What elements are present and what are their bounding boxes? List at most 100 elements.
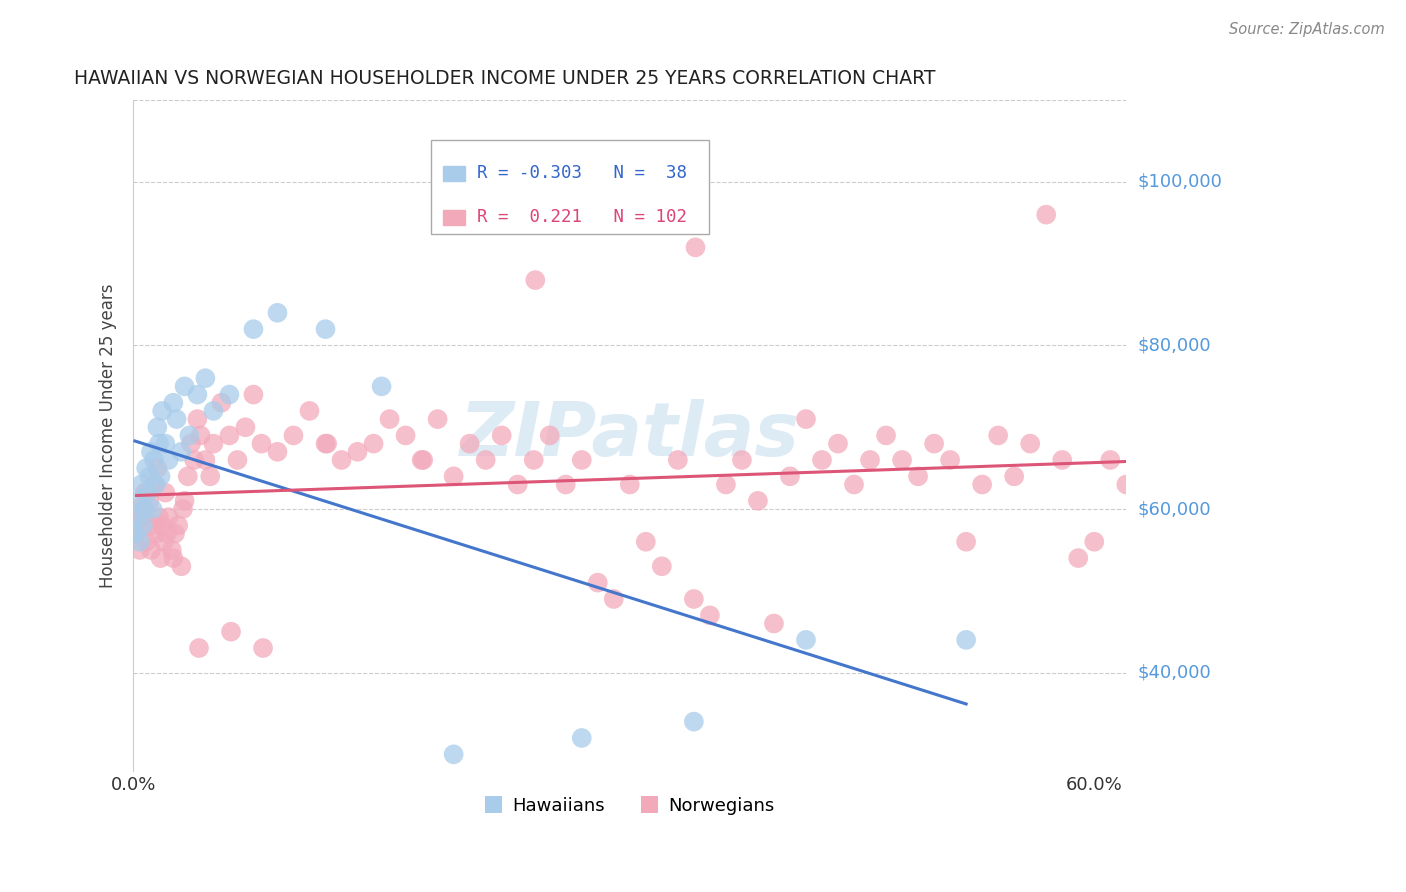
Point bbox=[330, 453, 353, 467]
Point bbox=[685, 240, 707, 254]
Point bbox=[179, 428, 201, 442]
Point bbox=[170, 444, 193, 458]
Point bbox=[266, 306, 288, 320]
Point bbox=[172, 502, 194, 516]
Point bbox=[939, 453, 962, 467]
Text: $80,000: $80,000 bbox=[1137, 336, 1211, 354]
Point bbox=[972, 477, 994, 491]
Point bbox=[148, 510, 170, 524]
Point bbox=[315, 436, 337, 450]
Point bbox=[183, 453, 205, 467]
Point bbox=[162, 551, 184, 566]
Point bbox=[141, 502, 163, 516]
Point bbox=[571, 453, 593, 467]
Point bbox=[188, 641, 211, 656]
Point bbox=[139, 542, 162, 557]
Point bbox=[152, 534, 174, 549]
Point bbox=[394, 428, 416, 442]
Point bbox=[157, 453, 180, 467]
Point bbox=[1083, 534, 1105, 549]
Point bbox=[458, 436, 481, 450]
Point bbox=[987, 428, 1010, 442]
Point bbox=[235, 420, 257, 434]
Point bbox=[155, 485, 177, 500]
Point bbox=[363, 436, 385, 450]
Point bbox=[177, 469, 200, 483]
Point bbox=[194, 371, 217, 385]
Point bbox=[411, 453, 433, 467]
Point bbox=[827, 436, 849, 450]
Point bbox=[242, 322, 264, 336]
Text: ZIPatlas: ZIPatlas bbox=[460, 399, 800, 472]
Point bbox=[891, 453, 914, 467]
Point bbox=[218, 387, 240, 401]
Legend: Hawaiians, Norwegians: Hawaiians, Norwegians bbox=[478, 789, 782, 822]
Point bbox=[226, 453, 249, 467]
Point bbox=[218, 428, 240, 442]
Point bbox=[146, 420, 169, 434]
Point bbox=[538, 428, 561, 442]
Point bbox=[922, 436, 945, 450]
Point bbox=[252, 641, 274, 656]
Point bbox=[219, 624, 242, 639]
Point bbox=[443, 747, 465, 762]
Point bbox=[170, 559, 193, 574]
Point bbox=[135, 534, 157, 549]
Point bbox=[603, 591, 626, 606]
Point bbox=[554, 477, 576, 491]
Point bbox=[127, 493, 149, 508]
Point bbox=[1002, 469, 1025, 483]
Point bbox=[506, 477, 529, 491]
Point bbox=[139, 444, 162, 458]
Point bbox=[714, 477, 737, 491]
Point bbox=[157, 510, 180, 524]
Point bbox=[148, 436, 170, 450]
Point bbox=[875, 428, 897, 442]
Point bbox=[136, 485, 159, 500]
Point bbox=[131, 477, 153, 491]
Text: $100,000: $100,000 bbox=[1137, 173, 1222, 191]
Point bbox=[128, 534, 150, 549]
Point bbox=[586, 575, 609, 590]
Point bbox=[134, 502, 156, 516]
Point bbox=[955, 632, 977, 647]
Point bbox=[138, 469, 160, 483]
Point bbox=[907, 469, 929, 483]
Point bbox=[1035, 208, 1057, 222]
Point bbox=[134, 485, 156, 500]
Point bbox=[731, 453, 754, 467]
Point bbox=[1099, 453, 1122, 467]
Point bbox=[125, 510, 148, 524]
FancyBboxPatch shape bbox=[432, 140, 709, 235]
Point bbox=[426, 412, 449, 426]
Point bbox=[124, 526, 146, 541]
Point bbox=[162, 395, 184, 409]
Point bbox=[474, 453, 496, 467]
Point bbox=[378, 412, 401, 426]
Point bbox=[173, 379, 195, 393]
Point bbox=[619, 477, 641, 491]
Point bbox=[443, 469, 465, 483]
Text: HAWAIIAN VS NORWEGIAN HOUSEHOLDER INCOME UNDER 25 YEARS CORRELATION CHART: HAWAIIAN VS NORWEGIAN HOUSEHOLDER INCOME… bbox=[73, 69, 935, 87]
Point bbox=[859, 453, 882, 467]
Point bbox=[149, 469, 172, 483]
Point bbox=[1019, 436, 1042, 450]
Point bbox=[143, 477, 166, 491]
Point bbox=[651, 559, 673, 574]
Point bbox=[523, 453, 546, 467]
Point bbox=[266, 444, 288, 458]
Point bbox=[811, 453, 834, 467]
Point bbox=[180, 436, 202, 450]
Point bbox=[190, 428, 212, 442]
Point bbox=[145, 477, 167, 491]
Point bbox=[141, 518, 163, 533]
Point bbox=[186, 412, 208, 426]
Point bbox=[370, 379, 392, 393]
Point bbox=[1115, 477, 1137, 491]
Text: R = -0.303   N =  38: R = -0.303 N = 38 bbox=[477, 164, 688, 182]
Point bbox=[186, 387, 208, 401]
Point bbox=[138, 493, 160, 508]
Point bbox=[166, 412, 188, 426]
Text: $60,000: $60,000 bbox=[1137, 500, 1211, 518]
Point bbox=[762, 616, 785, 631]
